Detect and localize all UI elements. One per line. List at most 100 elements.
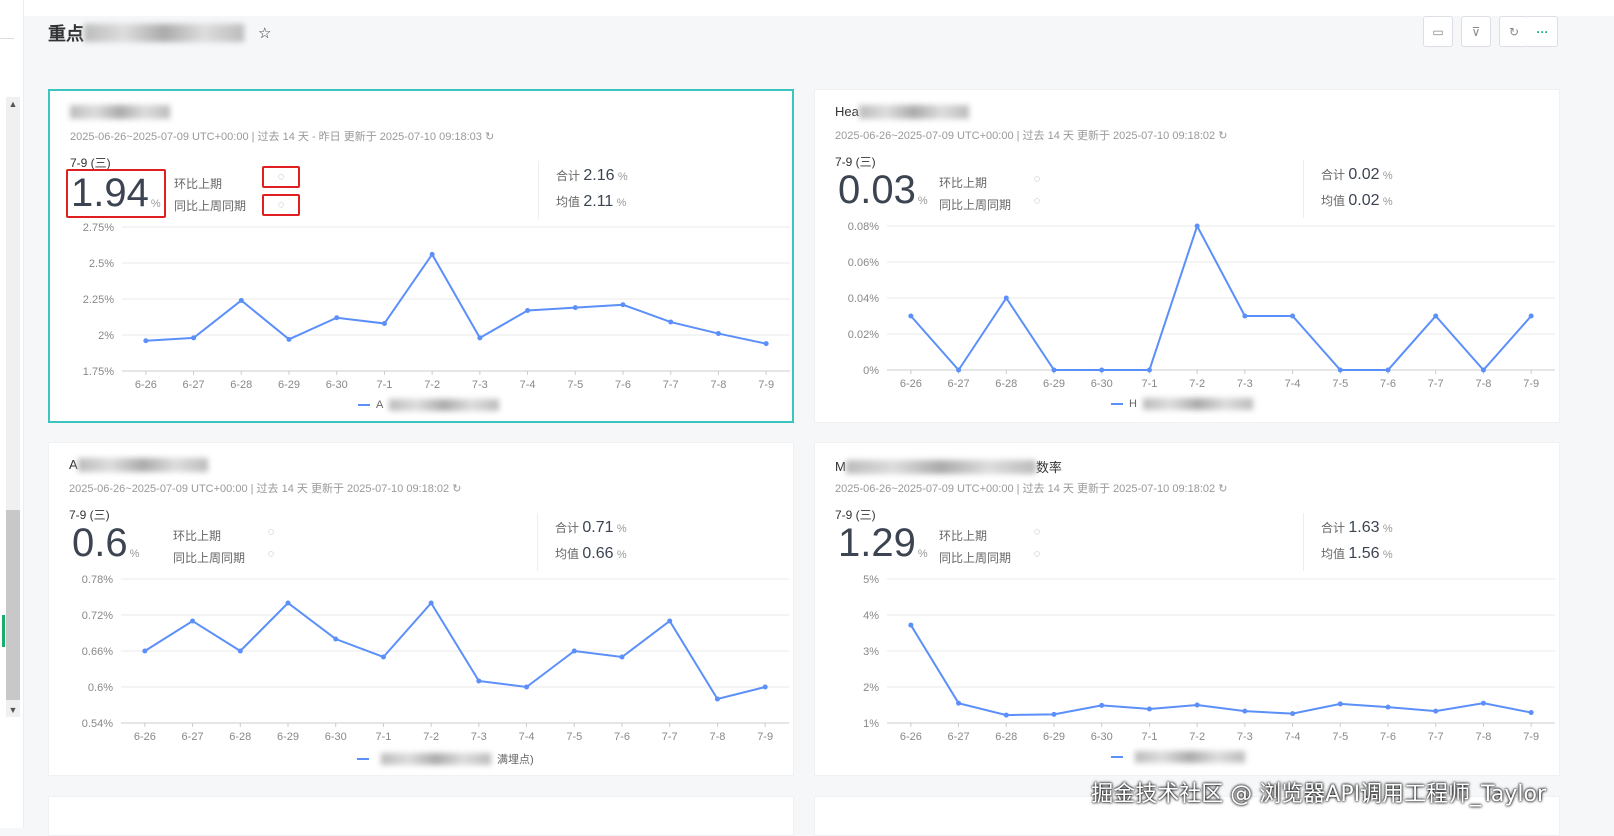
x-tick-label: 6-27 bbox=[183, 379, 205, 391]
filter-button[interactable]: ⊽ bbox=[1461, 16, 1491, 47]
avg-stat: 均值 2.11 % bbox=[556, 193, 626, 211]
legend-suffix: 满埋点) bbox=[497, 754, 534, 766]
star-icon[interactable]: ☆ bbox=[258, 25, 272, 42]
mom-label: 环比上期 bbox=[174, 177, 223, 191]
card-title-text: Hea bbox=[835, 104, 859, 119]
scrollbar[interactable]: ▲ ▼ bbox=[6, 97, 20, 717]
y-tick-label: 2.75% bbox=[83, 222, 114, 234]
toolbar: ▭ ⊽ ↻ ··· bbox=[1423, 16, 1558, 47]
x-tick-label: 7-5 bbox=[566, 731, 582, 743]
data-point bbox=[714, 696, 720, 702]
x-tick-label: 7-3 bbox=[1237, 731, 1253, 743]
avg-label: 均值 bbox=[1321, 547, 1346, 561]
x-tick-label: 6-27 bbox=[948, 731, 970, 743]
y-tick-label: 0.72% bbox=[82, 610, 113, 622]
redacted-title bbox=[84, 24, 244, 42]
x-tick-label: 7-8 bbox=[1475, 731, 1491, 743]
data-point bbox=[1385, 704, 1391, 710]
x-tick-label: 7-6 bbox=[1380, 378, 1396, 390]
chart-legend[interactable]: H bbox=[1111, 398, 1259, 410]
data-point bbox=[1385, 367, 1391, 373]
x-tick-label: 6-26 bbox=[900, 378, 922, 390]
redacted-text bbox=[1142, 398, 1253, 410]
x-tick-label: 7-6 bbox=[615, 379, 631, 391]
data-point bbox=[1003, 295, 1009, 301]
current-value: 1.29% bbox=[835, 521, 931, 566]
data-point bbox=[286, 336, 292, 342]
divider bbox=[1303, 160, 1304, 218]
unit: % bbox=[617, 171, 628, 183]
top-bar bbox=[24, 0, 1614, 16]
page-header: 重点 ☆ bbox=[48, 20, 271, 46]
data-point bbox=[1194, 223, 1200, 229]
current-value: 0.6% bbox=[69, 521, 142, 566]
x-tick-label: 6-29 bbox=[1043, 731, 1065, 743]
loading-icon: ◌ bbox=[1033, 173, 1041, 185]
scroll-up-icon[interactable]: ▲ bbox=[8, 99, 18, 109]
y-tick-label: 0.06% bbox=[848, 257, 879, 269]
calendar-button[interactable]: ▭ bbox=[1423, 16, 1453, 47]
chart-legend[interactable] bbox=[1111, 751, 1251, 763]
unit: % bbox=[616, 197, 627, 209]
wow-label: 同比上周同期 bbox=[174, 199, 247, 213]
current-date: 7-9 (三) bbox=[70, 156, 111, 170]
x-tick-label: 6-29 bbox=[277, 731, 299, 743]
data-point bbox=[1480, 367, 1486, 373]
value-unit: % bbox=[129, 548, 140, 560]
unit: % bbox=[1382, 196, 1393, 208]
card-title-text: A bbox=[69, 457, 78, 472]
redacted-text bbox=[845, 459, 1036, 474]
data-point bbox=[285, 600, 291, 606]
data-point bbox=[572, 305, 578, 311]
x-tick-label: 7-9 bbox=[757, 731, 773, 743]
more-button[interactable]: ··· bbox=[1528, 16, 1558, 47]
metric-card[interactable]: A 2025-06-26~2025-07-09 UTC+00:00 | 过去 1… bbox=[48, 442, 794, 776]
legend-swatch bbox=[1111, 403, 1123, 405]
data-point bbox=[956, 700, 962, 706]
redacted-text bbox=[1135, 751, 1245, 763]
x-tick-label: 6-27 bbox=[948, 378, 970, 390]
x-tick-label: 7-2 bbox=[1189, 378, 1205, 390]
legend-swatch bbox=[358, 404, 370, 406]
unit: % bbox=[1382, 523, 1393, 535]
chart-legend[interactable]: 满埋点) bbox=[357, 751, 534, 767]
chart-legend[interactable]: A bbox=[358, 399, 505, 411]
x-tick-label: 7-2 bbox=[423, 731, 439, 743]
mom-label: 环比上期 bbox=[173, 529, 222, 543]
x-tick-label: 7-1 bbox=[1141, 731, 1157, 743]
data-point bbox=[1003, 712, 1009, 718]
metric-card[interactable]: M 数率 2025-06-26~2025-07-09 UTC+00:00 | 过去… bbox=[814, 442, 1560, 776]
card-meta: 2025-06-26~2025-07-09 UTC+00:00 | 过去 14 … bbox=[69, 483, 462, 495]
card-meta: 2025-06-26~2025-07-09 UTC+00:00 | 过去 14 … bbox=[835, 483, 1228, 495]
sum-label: 合计 bbox=[555, 521, 580, 535]
data-point bbox=[1146, 706, 1152, 712]
left-sidebar: ▲ ▼ bbox=[0, 0, 24, 828]
scrollbar-thumb[interactable] bbox=[6, 510, 20, 700]
metric-card[interactable]: 2025-06-26~2025-07-09 UTC+00:00 | 过去 14 … bbox=[48, 89, 794, 423]
metric-card[interactable]: Hea 2025-06-26~2025-07-09 UTC+00:00 | 过去… bbox=[814, 89, 1560, 423]
value-number: 1.29 bbox=[838, 521, 916, 565]
series-line bbox=[910, 624, 1532, 717]
series-line bbox=[145, 252, 767, 345]
card-title bbox=[70, 105, 170, 119]
data-point bbox=[1099, 367, 1105, 373]
y-tick-label: 0.02% bbox=[848, 329, 879, 341]
legend-label: H bbox=[1129, 398, 1137, 410]
x-tick-label: 7-4 bbox=[519, 731, 535, 743]
sum-label: 合计 bbox=[1321, 521, 1346, 535]
x-tick-label: 7-9 bbox=[1523, 378, 1539, 390]
refresh-button[interactable]: ↻ bbox=[1499, 16, 1529, 47]
data-point bbox=[1242, 708, 1248, 714]
y-tick-label: 0.66% bbox=[82, 646, 113, 658]
x-tick-label: 6-26 bbox=[135, 379, 157, 391]
x-tick-label: 7-5 bbox=[567, 379, 583, 391]
data-point bbox=[715, 331, 721, 337]
x-tick-label: 7-5 bbox=[1332, 378, 1348, 390]
scroll-down-icon[interactable]: ▼ bbox=[8, 705, 18, 715]
x-tick-label: 7-8 bbox=[710, 379, 726, 391]
mom-label: 环比上期 bbox=[939, 529, 988, 543]
x-tick-label: 6-30 bbox=[326, 379, 348, 391]
data-point bbox=[333, 636, 339, 642]
redacted-text bbox=[381, 753, 491, 765]
x-tick-label: 6-27 bbox=[182, 731, 204, 743]
